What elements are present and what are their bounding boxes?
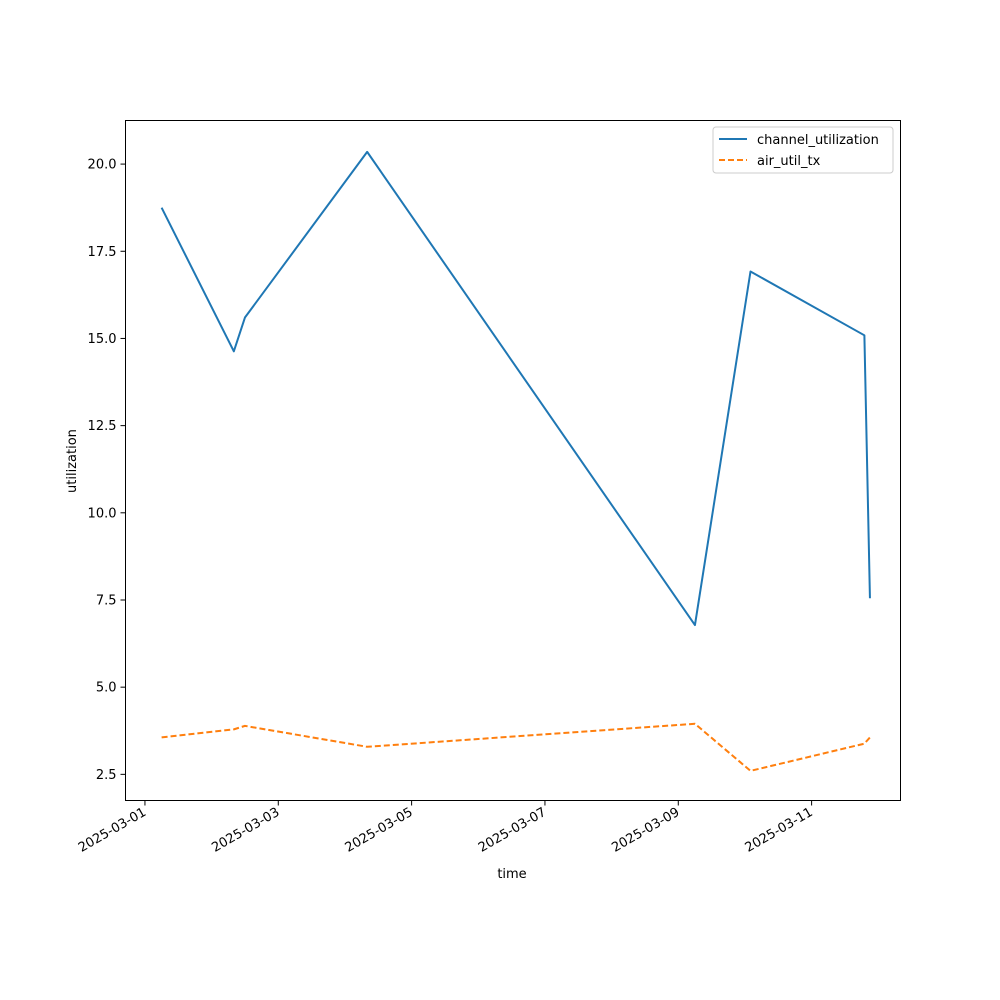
y-tick-label: 7.5 <box>96 593 117 608</box>
y-axis-ticks: 2.5 5.0 7.5 10.0 12.5 15.0 17.5 20.0 <box>88 158 126 783</box>
y-tick-label: 2.5 <box>96 768 117 783</box>
x-tick-label: 2025-03-09 <box>609 805 682 856</box>
x-tick-label: 2025-03-03 <box>209 805 282 856</box>
x-axis-ticks: 2025-03-01 2025-03-03 2025-03-05 2025-03-07… <box>76 800 816 856</box>
series-layer <box>160 150 871 772</box>
y-tick-label: 10.0 <box>88 506 117 521</box>
y-tick-label: 15.0 <box>88 332 117 347</box>
x-tick-label: 2025-03-07 <box>476 805 549 856</box>
x-axis-label: time <box>497 867 526 882</box>
x-tick-label: 2025-03-01 <box>76 805 149 856</box>
y-tick-label: 17.5 <box>88 245 117 260</box>
x-tick-label: 2025-03-11 <box>743 805 816 856</box>
legend-label-channel-utilization: channel_utilization <box>757 133 879 148</box>
legend-box <box>712 126 894 174</box>
legend-label-air-util-tx: air_util_tx <box>757 154 821 169</box>
x-tick-label: 2025-03-05 <box>343 805 416 856</box>
legend: channel_utilization air_util_tx <box>712 126 894 174</box>
y-tick-label: 12.5 <box>88 419 117 434</box>
y-tick-label: 20.0 <box>88 158 117 173</box>
series-line-air-util-tx <box>161 722 871 772</box>
y-axis-label: utilization <box>65 429 80 493</box>
y-tick-label: 5.0 <box>96 681 117 696</box>
axes-frame <box>125 120 901 801</box>
series-line-channel-utilization <box>160 150 871 627</box>
